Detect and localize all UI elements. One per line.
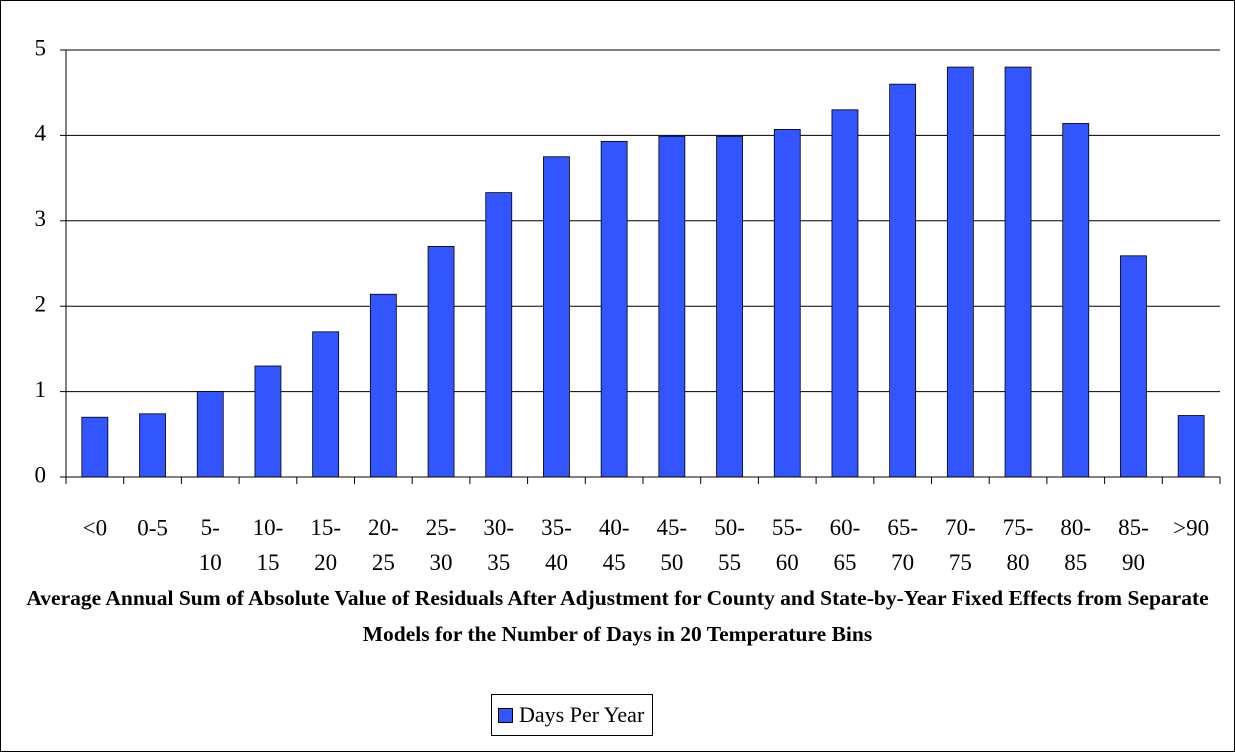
- y-tick-label: 1: [35, 377, 47, 402]
- y-tick-label: 2: [35, 291, 47, 316]
- x-tick-label: 20-25: [368, 515, 399, 575]
- bar: [1120, 255, 1147, 478]
- legend: Days Per Year: [491, 694, 654, 736]
- x-tick-label: 10-15: [253, 515, 284, 575]
- x-tick-label: >90: [1173, 515, 1209, 540]
- bar: [254, 365, 282, 478]
- bar: [600, 140, 628, 478]
- bar: [889, 83, 917, 478]
- bar: [312, 331, 340, 478]
- x-tick-label: 80-85: [1060, 515, 1091, 575]
- y-tick-label: 3: [35, 206, 47, 231]
- x-tick-label: 0-5: [137, 515, 168, 540]
- bar: [196, 391, 224, 478]
- bar: [946, 66, 974, 478]
- x-tick-label: 15-20: [310, 515, 341, 575]
- y-tick-label: 4: [35, 121, 47, 146]
- x-tick-label: 75-80: [1003, 515, 1034, 575]
- x-tick-label: 85-90: [1118, 515, 1149, 575]
- x-tick-label: 40-45: [599, 515, 630, 575]
- y-tick-label: 5: [35, 35, 47, 60]
- x-tick-label: 55-60: [772, 515, 803, 575]
- legend-label: Days Per Year: [519, 702, 645, 727]
- bar: [773, 129, 801, 478]
- bar: [831, 109, 859, 478]
- x-tick-label: 60-65: [830, 515, 861, 575]
- bar: [1004, 66, 1032, 478]
- y-tick-label: 0: [35, 462, 47, 487]
- x-tick-label: 25-30: [426, 515, 457, 575]
- x-tick-label: 65-70: [887, 515, 918, 575]
- x-tick-label: 35-40: [541, 515, 572, 575]
- bar: [485, 192, 513, 478]
- bar: [716, 135, 743, 478]
- x-tick-label: 45-50: [657, 515, 688, 575]
- x-tick-label: 5-10: [199, 515, 222, 575]
- x-tick-label: 70-75: [945, 515, 976, 575]
- bar: [658, 135, 686, 478]
- bar: [427, 246, 455, 478]
- x-tick-label: 30-35: [483, 515, 514, 575]
- x-tick-label: 50-55: [714, 515, 745, 575]
- legend-swatch: [498, 707, 513, 723]
- x-tick-label: <0: [83, 515, 107, 540]
- bar: [1062, 123, 1090, 478]
- bar: [139, 413, 166, 478]
- x-axis-label: Average Annual Sum of Absolute Value of …: [26, 586, 1209, 646]
- bar: [543, 156, 570, 478]
- bar: [81, 416, 109, 478]
- bar: [1177, 415, 1205, 478]
- bar: [369, 293, 397, 478]
